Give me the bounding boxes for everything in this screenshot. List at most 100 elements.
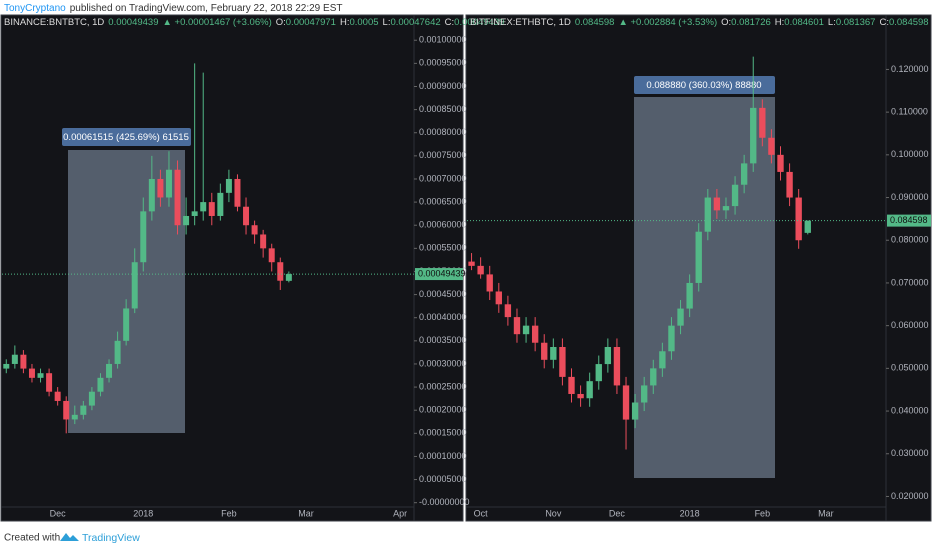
candle-body [650,368,657,386]
ohlc-value: 0.081726 [731,17,771,28]
candle-body [28,368,35,378]
candle-body [695,231,702,283]
symbol-info: BITFINEX:ETHBTC, 1D 0.084598 ▲ +0.002884 (… [470,17,929,28]
candle-body [225,178,232,193]
candle-body [786,171,793,198]
candle-body [157,178,164,198]
ohlc-value: 0.081367 [836,17,876,28]
price-label-box [415,268,463,281]
y-tick-label: 0.00100000 [419,35,467,45]
y-tick-label: -0.00000000 [419,497,470,507]
candle-body [550,347,557,360]
y-tick-label: 0.00005000 [419,474,467,484]
candle-body [731,184,739,207]
candle-body [468,261,475,266]
y-tick-label: 0.040000 [891,405,929,415]
candle-body [622,385,630,420]
y-tick-label: 0.00075000 [419,150,467,160]
y-tick-label: 0.00065000 [419,196,467,206]
candle-body [759,107,766,138]
ohlc-value: 0.00047971 [286,17,336,28]
x-tick-label: Oct [474,508,489,518]
symbol-info: BINANCE:BNTBTC, 1D 0.00049439 ▲ +0.0000146… [4,17,504,28]
candle-body [63,400,70,420]
candle-body [37,373,44,378]
ohlc-value: 0.0005 [349,17,378,28]
candle-body [777,154,784,172]
y-tick-label: 0.00045000 [419,289,467,299]
y-tick-label: 0.080000 [891,235,929,245]
y-tick-label: 0.100000 [891,149,929,159]
ohlc-label: H: [340,17,350,28]
price-label: 0.084598 [890,215,928,225]
candle-body [88,391,95,406]
candle-body [106,363,113,378]
change: ▲ +0.00001467 (+3.06%) [163,17,272,28]
footer-brand[interactable]: TradingView [82,532,140,544]
last-price: 0.00049439 [108,17,158,28]
price-label: 0.00049439 [418,268,466,278]
y-tick-label: 0.00080000 [419,127,467,137]
y-tick-label: 0.00030000 [419,358,467,368]
x-tick-label: 2018 [680,508,700,518]
candle-body [114,340,121,364]
price-label-box [887,214,931,227]
x-tick-label: Nov [545,508,562,518]
candle-body [568,376,575,394]
candle-body [71,414,78,420]
range-label: 0.088880 (360.03%) 88880 [646,80,761,91]
candle-body [20,354,27,369]
candle-body [740,163,748,185]
candle-body [686,282,693,309]
candle-body [586,381,593,399]
last-price: 0.084598 [575,17,615,28]
candle-body [54,391,61,401]
ohlc-label: O: [721,17,731,28]
x-tick-label: Mar [298,508,314,518]
y-tick-label: 0.120000 [891,64,929,74]
y-tick-label: 0.00015000 [419,428,467,438]
x-tick-label: Feb [755,508,771,518]
candle-body [268,248,275,263]
symbol: BINANCE:BNTBTC, 1D [4,17,104,28]
candle-body [795,197,802,241]
y-tick-label: 0.00060000 [419,220,467,230]
y-tick-label: 0.030000 [891,448,929,458]
candle-body [277,262,284,281]
candle-body [217,192,224,216]
candle-body [285,274,292,281]
candle-body [477,265,484,275]
candle-body [495,291,502,305]
candle-body [148,178,155,212]
ohlc-label: C: [445,17,455,28]
candle-body [174,169,181,226]
candle-body [531,325,539,343]
ohlc-value: 0.00049439 [454,17,504,28]
candle-body [504,304,512,318]
header: TonyCryptano published on TradingView.com… [4,3,342,14]
candle-body [234,178,241,207]
candle-body [131,262,138,309]
candle-body [140,211,147,263]
author[interactable]: TonyCryptano [4,3,66,14]
ohlc-value: 0.00047642 [390,17,440,28]
y-tick-label: 0.00090000 [419,81,467,91]
y-tick-label: 0.00020000 [419,405,467,415]
y-tick-label: 0.00010000 [419,451,467,461]
candle-body [722,206,730,211]
candle-body [191,211,198,216]
y-tick-label: 0.110000 [891,107,928,117]
y-tick-label: 0.050000 [891,363,929,373]
range-label-box [634,76,775,94]
candle-body [243,206,250,226]
candle-body [641,385,648,403]
candle-body [668,325,675,352]
x-tick-label: Dec [609,508,626,518]
candle-body [208,202,215,216]
candle-body [559,347,566,377]
candle-body [613,347,621,386]
y-tick-label: 0.00035000 [419,335,467,345]
candle-body [522,325,530,335]
x-tick-label: Mar [818,508,834,518]
